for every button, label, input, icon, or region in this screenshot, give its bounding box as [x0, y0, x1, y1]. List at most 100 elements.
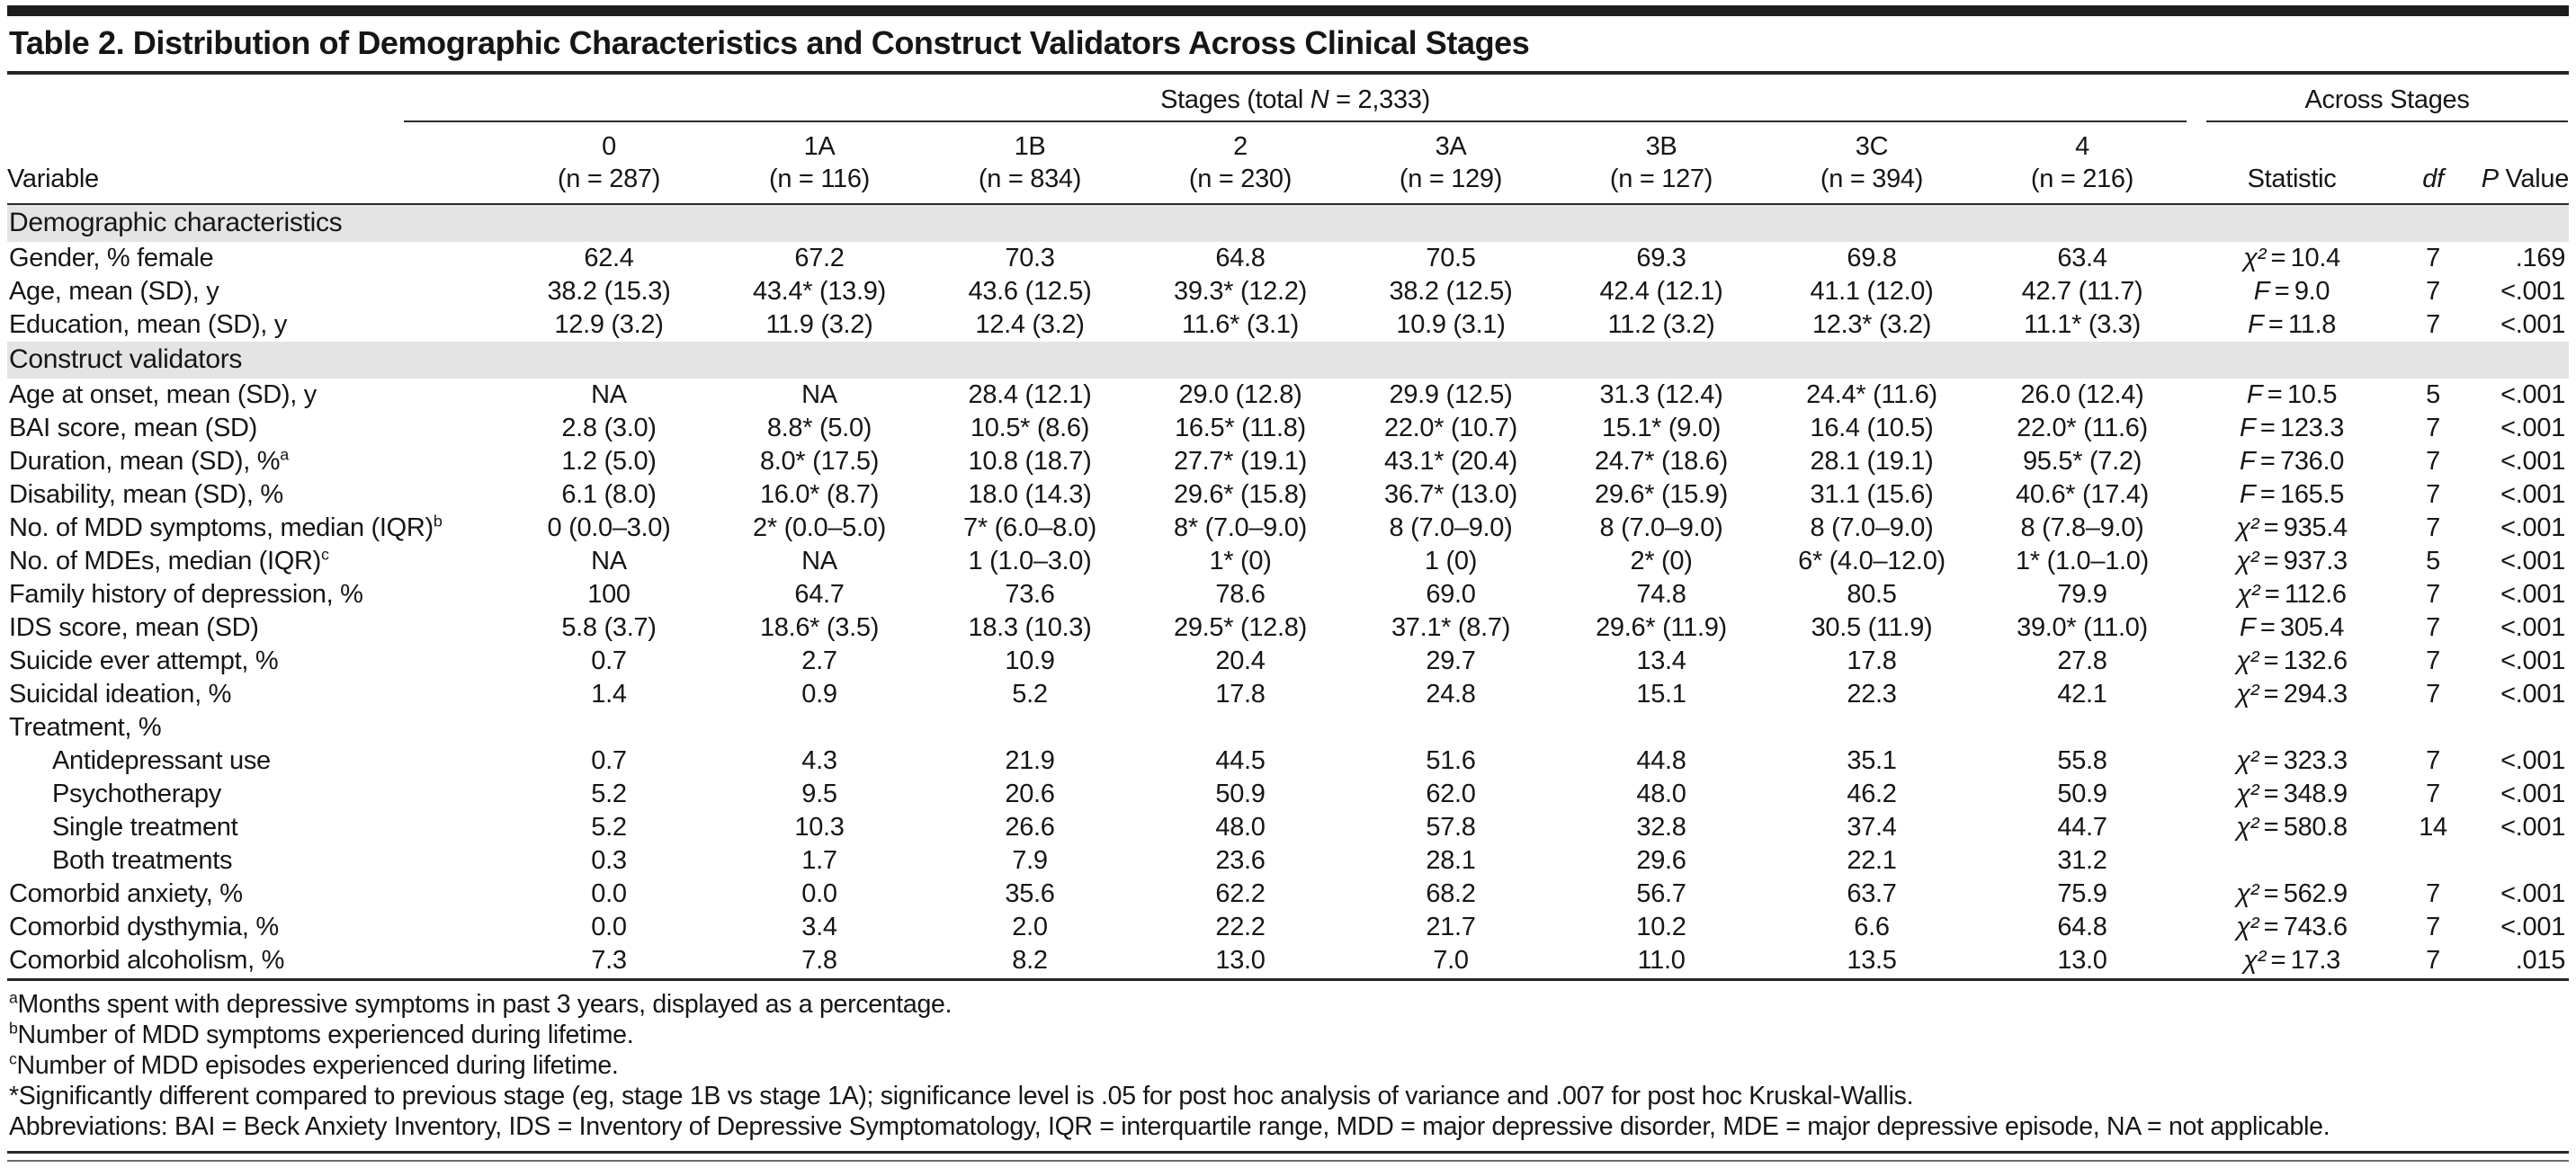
- group-header-row: Stages (total N = 2,333) Across Stages: [7, 75, 2569, 123]
- cell-stage-4: 10.9 (3.1): [1396, 310, 1506, 339]
- cell-df: 5: [2426, 547, 2440, 575]
- cell-stage-2: 5.2: [1012, 680, 1048, 709]
- cell-statistic: χ² = 112.6: [2237, 580, 2347, 609]
- stage-column-header-2: 2 (n = 230): [1135, 123, 1346, 205]
- cell-stage-7: 13.0: [2057, 946, 2107, 975]
- cell-stage-2: 26.6: [1005, 813, 1055, 842]
- cell-df: 5: [2426, 380, 2440, 409]
- stages-group-total: = 2,333): [1328, 85, 1430, 114]
- cell-stage-3: 29.0 (12.8): [1178, 380, 1302, 409]
- cell-stage-4: 29.9 (12.5): [1389, 380, 1513, 409]
- cell-stage-5: 24.7* (18.6): [1595, 447, 1728, 476]
- cell-pvalue: [2470, 711, 2569, 744]
- cell-stage-3: 44.5: [1215, 746, 1266, 775]
- cell-stage-1: 18.6* (3.5): [759, 613, 880, 642]
- cell-stage-5: 69.3: [1636, 244, 1686, 272]
- cell-stage-4: 51.6: [1426, 746, 1476, 775]
- row-label: Treatment, %: [9, 713, 162, 742]
- cell-stage-2: 7.9: [1012, 846, 1048, 875]
- cell-stage-5: 56.7: [1636, 879, 1686, 908]
- cell-stage-5: 42.4 (12.1): [1599, 277, 1723, 306]
- cell-statistic: χ² = 17.3: [2243, 946, 2340, 975]
- cell-stage-0: [504, 711, 714, 744]
- table-row: Comorbid anxiety, % 0.0 0.0 35.6 62.2 68.2 56.…: [7, 878, 2569, 911]
- table-row: IDS score, mean (SD) 5.8 (3.7) 18.6* (3.5)…: [7, 611, 2569, 645]
- cell-stage-0: 2.8 (3.0): [561, 414, 657, 442]
- cell-statistic: F = 305.4: [2239, 613, 2345, 642]
- cell-stage-1: [714, 711, 925, 744]
- cell-stage-5: 10.2: [1636, 913, 1686, 941]
- cell-stage-1: 0.9: [801, 680, 837, 709]
- cell-df: 7: [2426, 414, 2440, 442]
- cell-df: 7: [2426, 244, 2440, 272]
- cell-df: 7: [2426, 646, 2440, 675]
- cell-stage-0: 7.3: [591, 946, 627, 975]
- cell-df: [2396, 711, 2470, 744]
- cell-stage-5: 31.3 (12.4): [1599, 380, 1723, 409]
- cell-stage-0: 6.1 (8.0): [561, 480, 657, 509]
- cell-stage-5: 32.8: [1636, 813, 1686, 842]
- cell-statistic: χ² = 743.6: [2236, 913, 2348, 941]
- row-label: Duration, mean (SD), %a: [9, 445, 289, 476]
- cell-pvalue: <.001: [2500, 646, 2566, 675]
- table-row: Duration, mean (SD), %a 1.2 (5.0) 8.0* (17…: [7, 445, 2569, 478]
- cell-pvalue: <.001: [2500, 780, 2566, 808]
- table-row: No. of MDD symptoms, median (IQR)b 0 (0.0…: [7, 512, 2569, 545]
- cell-stage-1: 11.9 (3.2): [765, 310, 873, 339]
- cell-stage-4: 7.0: [1433, 946, 1469, 975]
- cell-stage-7: 8 (7.8–9.0): [2020, 513, 2144, 542]
- cell-stage-7: 79.9: [2057, 580, 2107, 609]
- cell-statistic: χ² = 580.8: [2236, 813, 2348, 842]
- row-label: Gender, % female: [9, 244, 214, 272]
- cell-pvalue: <.001: [2500, 580, 2566, 609]
- cell-stage-3: 20.4: [1215, 646, 1266, 675]
- cell-stage-1: 2* (0.0–5.0): [753, 513, 886, 542]
- stage-column-header-4: 4 (n = 216): [1977, 123, 2188, 205]
- cell-pvalue: <.001: [2500, 813, 2566, 842]
- cell-statistic: F = 9.0: [2253, 277, 2330, 306]
- cell-stage-7: 26.0 (12.4): [2020, 380, 2144, 409]
- cell-stage-2: 8.2: [1012, 946, 1048, 975]
- cell-stage-2: 7* (6.0–8.0): [963, 513, 1096, 542]
- cell-stage-4: 28.1: [1426, 846, 1476, 875]
- cell-pvalue: <.001: [2500, 310, 2566, 339]
- cell-stage-4: 57.8: [1426, 813, 1476, 842]
- cell-stage-5: 8 (7.0–9.0): [1599, 513, 1723, 542]
- stage-column-header-3C: 3C (n = 394): [1767, 123, 1977, 205]
- cell-df: 7: [2426, 680, 2440, 709]
- cell-pvalue: [2470, 844, 2569, 878]
- cell-stage-4: [1346, 711, 1556, 744]
- cell-stage-1: 2.7: [801, 646, 837, 675]
- cell-stage-3: 78.6: [1215, 580, 1266, 609]
- row-label: Disability, mean (SD), %: [9, 480, 283, 509]
- cell-stage-1: 8.8* (5.0): [766, 414, 872, 442]
- pvalue-column-header: P Value: [2470, 123, 2569, 205]
- cell-stage-2: 70.3: [1005, 244, 1055, 272]
- cell-stage-4: 37.1* (8.7): [1391, 613, 1511, 642]
- cell-statistic: F = 736.0: [2239, 447, 2345, 476]
- row-label: Family history of depression, %: [9, 580, 363, 609]
- cell-stage-3: 50.9: [1215, 780, 1266, 808]
- table-row: Gender, % female 62.4 67.2 70.3 64.8 70.5 69.3…: [7, 242, 2569, 275]
- footnote-line: aMonths spent with depressive symptoms i…: [9, 988, 953, 1019]
- cell-stage-2: 73.6: [1005, 580, 1055, 609]
- cell-stage-6: 46.2: [1847, 780, 1897, 808]
- cell-stage-4: 36.7* (13.0): [1384, 480, 1517, 509]
- cell-stage-6: 12.3* (3.2): [1811, 310, 1932, 339]
- cell-pvalue: .015: [2515, 946, 2566, 975]
- cell-stage-0: 38.2 (15.3): [547, 277, 671, 306]
- cell-stage-2: 18.0 (14.3): [968, 480, 1092, 509]
- cell-stage-4: 29.7: [1426, 646, 1476, 675]
- cell-stage-1: 4.3: [801, 746, 837, 775]
- cell-stage-6: 30.5 (11.9): [1811, 613, 1933, 642]
- cell-stage-4: 38.2 (12.5): [1389, 277, 1513, 306]
- section-header-row: Construct validators: [7, 342, 2570, 379]
- data-table: Stages (total N = 2,333) Across Stages V…: [7, 75, 2569, 977]
- cell-stage-1: 7.8: [801, 946, 837, 975]
- cell-stage-1: 64.7: [794, 580, 845, 609]
- cell-stage-5: 74.8: [1636, 580, 1686, 609]
- cell-stage-4: 1 (0): [1424, 547, 1478, 575]
- stage-column-header-3B: 3B (n = 127): [1556, 123, 1767, 205]
- row-label: Comorbid dysthymia, %: [9, 913, 279, 941]
- row-label: Both treatments: [52, 846, 233, 875]
